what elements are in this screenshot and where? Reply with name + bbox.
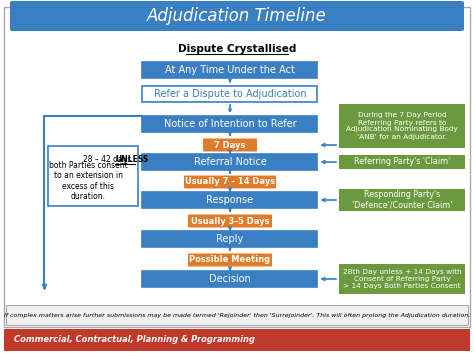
FancyBboxPatch shape [143,192,318,208]
Text: 7 Days: 7 Days [214,141,246,149]
Text: Responding Party's
'Defence'/Counter Claim': Responding Party's 'Defence'/Counter Cla… [352,190,452,210]
FancyBboxPatch shape [143,231,318,247]
Text: Referring Party's 'Claim': Referring Party's 'Claim' [354,158,450,166]
FancyBboxPatch shape [188,214,272,228]
Text: Reply: Reply [216,234,244,244]
Text: Adjudication Timeline: Adjudication Timeline [147,7,327,25]
Text: 28th Day unless + 14 Days with
Consent of Referring Party
> 14 Days Both Parties: 28th Day unless + 14 Days with Consent o… [343,269,461,289]
Text: Usually 3-5 Days: Usually 3-5 Days [191,217,269,225]
Text: Notice of Intention to Refer: Notice of Intention to Refer [164,119,296,129]
FancyBboxPatch shape [143,271,318,287]
FancyBboxPatch shape [339,155,465,169]
Text: Dispute Crystallised: Dispute Crystallised [178,44,296,54]
Text: Possible Meeting: Possible Meeting [190,256,271,264]
Text: Refer a Dispute to Adjudication: Refer a Dispute to Adjudication [154,89,306,99]
FancyBboxPatch shape [184,175,276,189]
FancyBboxPatch shape [48,146,138,206]
Text: At Any Time Under the Act: At Any Time Under the Act [165,65,295,75]
Text: Usually 7 - 14 Days: Usually 7 - 14 Days [185,178,275,186]
FancyBboxPatch shape [143,86,318,102]
FancyBboxPatch shape [10,1,464,31]
FancyBboxPatch shape [6,305,468,325]
FancyBboxPatch shape [339,264,465,294]
Text: Decision: Decision [209,274,251,284]
Text: During the 7 Day Period
Referring Party refers to
Adjudication Nominating Body
': During the 7 Day Period Referring Party … [346,113,458,140]
Text: both Parties consent
to an extension in
excess of this
duration.: both Parties consent to an extension in … [49,161,128,201]
FancyBboxPatch shape [188,253,272,267]
FancyBboxPatch shape [143,154,318,170]
Text: 28 – 42 days: 28 – 42 days [83,155,134,164]
FancyBboxPatch shape [203,138,257,152]
FancyBboxPatch shape [143,116,318,132]
Text: If complex matters arise further submissions may be made termed 'Rejoinder' then: If complex matters arise further submiss… [4,312,470,317]
FancyBboxPatch shape [143,62,318,78]
FancyBboxPatch shape [339,189,465,211]
Text: Commercial, Contractual, Planning & Programming: Commercial, Contractual, Planning & Prog… [14,335,255,344]
Text: UNLESS: UNLESS [116,155,149,164]
FancyBboxPatch shape [4,329,470,351]
Text: Referral Notice: Referral Notice [193,157,266,167]
Text: Response: Response [207,195,254,205]
FancyBboxPatch shape [339,104,465,148]
FancyBboxPatch shape [4,7,470,327]
